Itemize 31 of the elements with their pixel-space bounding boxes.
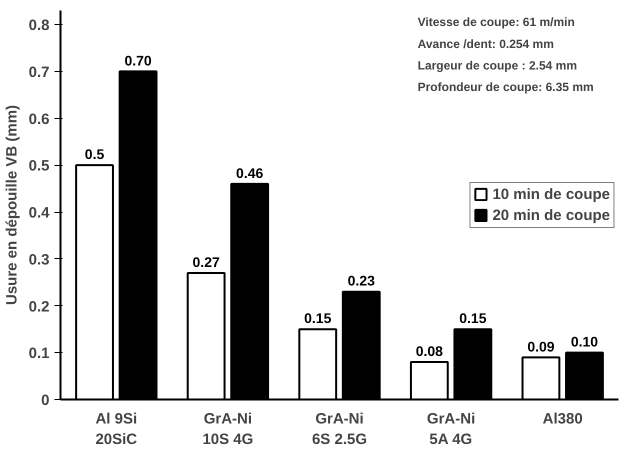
y-tick-label: 0.3 <box>28 251 50 268</box>
data-label: 0.08 <box>416 343 444 360</box>
x-tick-label: GrA-Ni 10S 4G <box>202 410 254 448</box>
data-label: 0.27 <box>192 254 220 270</box>
data-label: 0.70 <box>124 52 152 68</box>
annotation: Avance /dent: 0.254 mm <box>418 36 554 51</box>
data-label: 0.09 <box>527 338 555 354</box>
x-tick-label: GrA-Ni 5A 4G <box>426 410 476 448</box>
y-axis-title: Usure en dépouille VB (mm) <box>4 104 21 306</box>
legend-label: 20 min de coupe <box>492 206 610 224</box>
y-tick-label: 0.4 <box>28 204 50 222</box>
y-tick-label: 0.2 <box>28 298 50 316</box>
y-tick-label: 0.6 <box>28 110 50 128</box>
y-tick-label: 0.1 <box>28 345 50 362</box>
annotation: Profondeur de coupe: 6.35 mm <box>418 80 594 94</box>
data-label: 0.15 <box>459 310 487 326</box>
data-label: 0.15 <box>304 310 332 326</box>
annotation: Vitesse de coupe: 61 m/min <box>418 15 575 30</box>
data-label: 0.46 <box>236 164 264 181</box>
y-tick-label: 0 <box>41 392 50 409</box>
y-tick-label: 0.8 <box>28 17 50 34</box>
data-label: 0.5 <box>84 146 104 162</box>
annotation: Largeur de coupe : 2.54 mm <box>418 58 578 72</box>
data-label: 0.23 <box>348 272 376 289</box>
x-tick-label: Al380 <box>542 410 583 428</box>
y-tick-label: 0.5 <box>28 158 50 175</box>
data-label: 0.10 <box>570 334 598 350</box>
legend-label: 10 min de coupe <box>492 186 610 202</box>
y-tick-label: 0.7 <box>28 64 50 81</box>
x-tick-label: GrA-Ni 6S 2.5G <box>312 410 368 448</box>
x-tick-label: Al 9Si 20SiC <box>95 410 138 448</box>
